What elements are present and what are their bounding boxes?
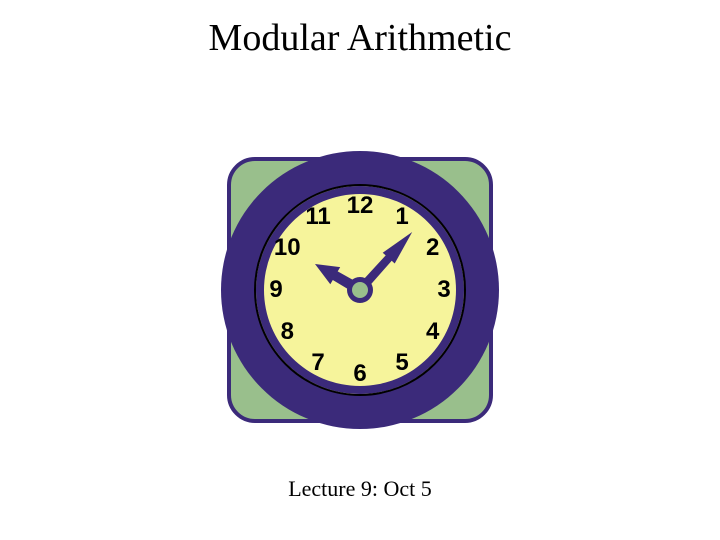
clock-numeral-5: 5: [395, 349, 408, 377]
clock-numeral-7: 7: [311, 349, 324, 377]
slide-subtitle: Lecture 9: Oct 5: [0, 476, 720, 502]
clock-numeral-9: 9: [269, 276, 282, 304]
clock-numeral-2: 2: [426, 234, 439, 262]
clock-hub-inner: [352, 282, 368, 298]
clock-numeral-11: 11: [305, 203, 330, 231]
clock-diagram: 12 12 3 45 6 78 9 1011: [215, 145, 505, 435]
clock-numeral-1: 1: [395, 203, 408, 231]
clock-numeral-10: 10: [274, 234, 301, 262]
clock-numeral-4: 4: [426, 318, 439, 346]
slide-title: Modular Arithmetic: [0, 16, 720, 60]
clock-numeral-3: 3: [437, 276, 450, 304]
clock-numeral-8: 8: [281, 318, 294, 346]
slide: Modular Arithmetic 12 12 3 45 6 78 9 1011 Lectu…: [0, 0, 720, 540]
clock-numeral-6: 6: [353, 360, 366, 388]
clock-numeral-12: 12: [347, 192, 374, 220]
